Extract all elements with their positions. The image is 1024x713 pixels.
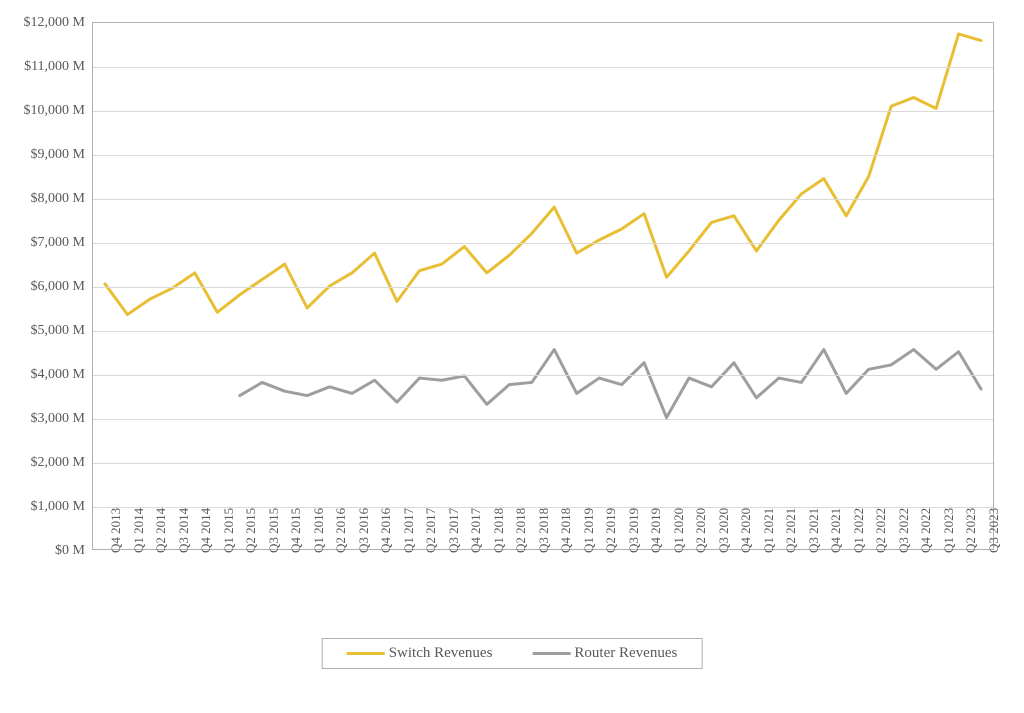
x-axis-label: Q2 2014 xyxy=(153,508,169,553)
x-axis-label: Q1 2022 xyxy=(851,508,867,553)
series-line xyxy=(105,34,981,315)
y-axis-label: $8,000 M xyxy=(31,191,93,207)
x-axis-label: Q2 2018 xyxy=(513,508,529,553)
x-axis-label: Q4 2020 xyxy=(738,508,754,553)
legend-swatch xyxy=(347,652,385,655)
x-axis-label: Q4 2015 xyxy=(288,508,304,553)
x-axis-label: Q4 2018 xyxy=(558,508,574,553)
x-axis-label: Q4 2014 xyxy=(198,508,214,553)
x-axis-label: Q2 2022 xyxy=(873,508,889,553)
y-axis-label: $11,000 M xyxy=(24,59,93,75)
y-axis-label: $5,000 M xyxy=(31,323,93,339)
x-axis-label: Q3 2016 xyxy=(356,508,372,553)
gridline xyxy=(93,243,993,244)
gridline xyxy=(93,155,993,156)
x-axis-label: Q2 2016 xyxy=(333,508,349,553)
legend-label: Router Revenues xyxy=(574,645,677,662)
x-axis-label: Q1 2015 xyxy=(221,508,237,553)
y-axis-label: $4,000 M xyxy=(31,367,93,383)
x-axis-label: Q1 2019 xyxy=(581,508,597,553)
y-axis-label: $0 M xyxy=(55,543,93,559)
x-axis-label: Q3 2014 xyxy=(176,508,192,553)
y-axis-label: $3,000 M xyxy=(31,411,93,427)
line-chart: $0 M $1,000 M $2,000 M $3,000 M $4,000 M $5,0… xyxy=(0,0,1024,713)
x-axis-label: Q3 2018 xyxy=(536,508,552,553)
gridline xyxy=(93,375,993,376)
x-axis-label: Q3 2022 xyxy=(896,508,912,553)
x-axis-label: Q3 2021 xyxy=(806,508,822,553)
x-axis-label: Q1 2021 xyxy=(761,508,777,553)
gridline xyxy=(93,463,993,464)
gridline xyxy=(93,331,993,332)
x-axis-label: Q2 2015 xyxy=(243,508,259,553)
gridline xyxy=(93,111,993,112)
gridline xyxy=(93,287,993,288)
x-axis-label: Q3 2017 xyxy=(446,508,462,553)
chart-lines-svg xyxy=(93,23,993,549)
gridline xyxy=(93,419,993,420)
x-axis-label: Q4 2021 xyxy=(828,508,844,553)
legend-swatch xyxy=(532,652,570,655)
x-axis-label: Q1 2018 xyxy=(491,508,507,553)
y-axis-label: $10,000 M xyxy=(24,103,93,119)
y-axis-label: $12,000 M xyxy=(24,15,93,31)
legend-item: Switch Revenues xyxy=(347,645,493,662)
x-axis-label: Q2 2017 xyxy=(423,508,439,553)
chart-legend: Switch Revenues Router Revenues xyxy=(322,638,703,669)
x-axis-label: Q3 2023 xyxy=(986,508,1002,553)
y-axis-label: $2,000 M xyxy=(31,455,93,471)
x-axis-label: Q4 2016 xyxy=(378,508,394,553)
x-axis-label: Q4 2022 xyxy=(918,508,934,553)
legend-label: Switch Revenues xyxy=(389,645,493,662)
x-axis-label: Q2 2019 xyxy=(603,508,619,553)
x-axis-label: Q2 2020 xyxy=(693,508,709,553)
x-axis-label: Q1 2016 xyxy=(311,508,327,553)
plot-area: $0 M$1,000 M$2,000 M$3,000 M$4,000 M$5,0… xyxy=(92,22,994,550)
x-axis-label: Q4 2013 xyxy=(108,508,124,553)
x-axis-label: Q4 2019 xyxy=(648,508,664,553)
x-axis-label: Q3 2020 xyxy=(716,508,732,553)
gridline xyxy=(93,67,993,68)
y-axis-label: $7,000 M xyxy=(31,235,93,251)
x-axis-label: Q3 2015 xyxy=(266,508,282,553)
series-line xyxy=(240,350,981,418)
x-axis-label: Q1 2014 xyxy=(131,508,147,553)
legend-item: Router Revenues xyxy=(532,645,677,662)
y-axis-label: $9,000 M xyxy=(31,147,93,163)
x-axis-label: Q2 2021 xyxy=(783,508,799,553)
x-axis-label: Q2 2023 xyxy=(963,508,979,553)
y-axis-label: $1,000 M xyxy=(31,499,93,515)
x-axis-label: Q1 2017 xyxy=(401,508,417,553)
gridline xyxy=(93,199,993,200)
x-axis-label: Q1 2023 xyxy=(941,508,957,553)
y-axis-label: $6,000 M xyxy=(31,279,93,295)
x-axis-label: Q3 2019 xyxy=(626,508,642,553)
x-axis-label: Q1 2020 xyxy=(671,508,687,553)
x-axis-label: Q4 2017 xyxy=(468,508,484,553)
